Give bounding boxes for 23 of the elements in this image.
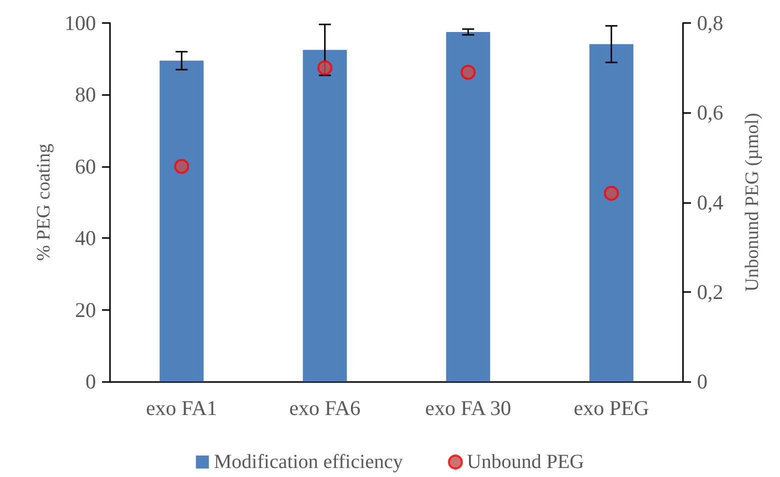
legend-label: Unbound PEG [466, 451, 584, 473]
x-tick-label: exo FA1 [146, 396, 218, 420]
y-tick-label: 60 [75, 154, 96, 178]
y2-tick-label: 0,6 [697, 100, 724, 125]
y2-tick-label: 0 [697, 370, 708, 394]
x-tick-label: exo PEG [574, 396, 649, 420]
x-tick-label: exo FA6 [289, 396, 361, 420]
y-tick-label: 40 [75, 226, 96, 250]
legend-label: Modification efficiency [214, 451, 403, 473]
y-tick-label: 100 [64, 11, 96, 35]
point [460, 64, 476, 80]
y2-tick-label: 0,8 [697, 11, 724, 35]
y2-axis-title: Unbonund PEG (µmol) [742, 112, 763, 292]
y-axis-title: % PEG coating [34, 143, 55, 261]
y2-tick-label: 0,2 [697, 280, 724, 304]
x-tick-label: exo FA 30 [425, 396, 512, 420]
y-tick-label: 80 [75, 82, 96, 107]
y-tick-label: 20 [75, 298, 96, 322]
y-tick-label: 0 [86, 370, 96, 394]
point [174, 158, 190, 174]
point [317, 60, 332, 76]
y2-tick-label: 0,4 [697, 190, 724, 214]
point [604, 186, 619, 201]
